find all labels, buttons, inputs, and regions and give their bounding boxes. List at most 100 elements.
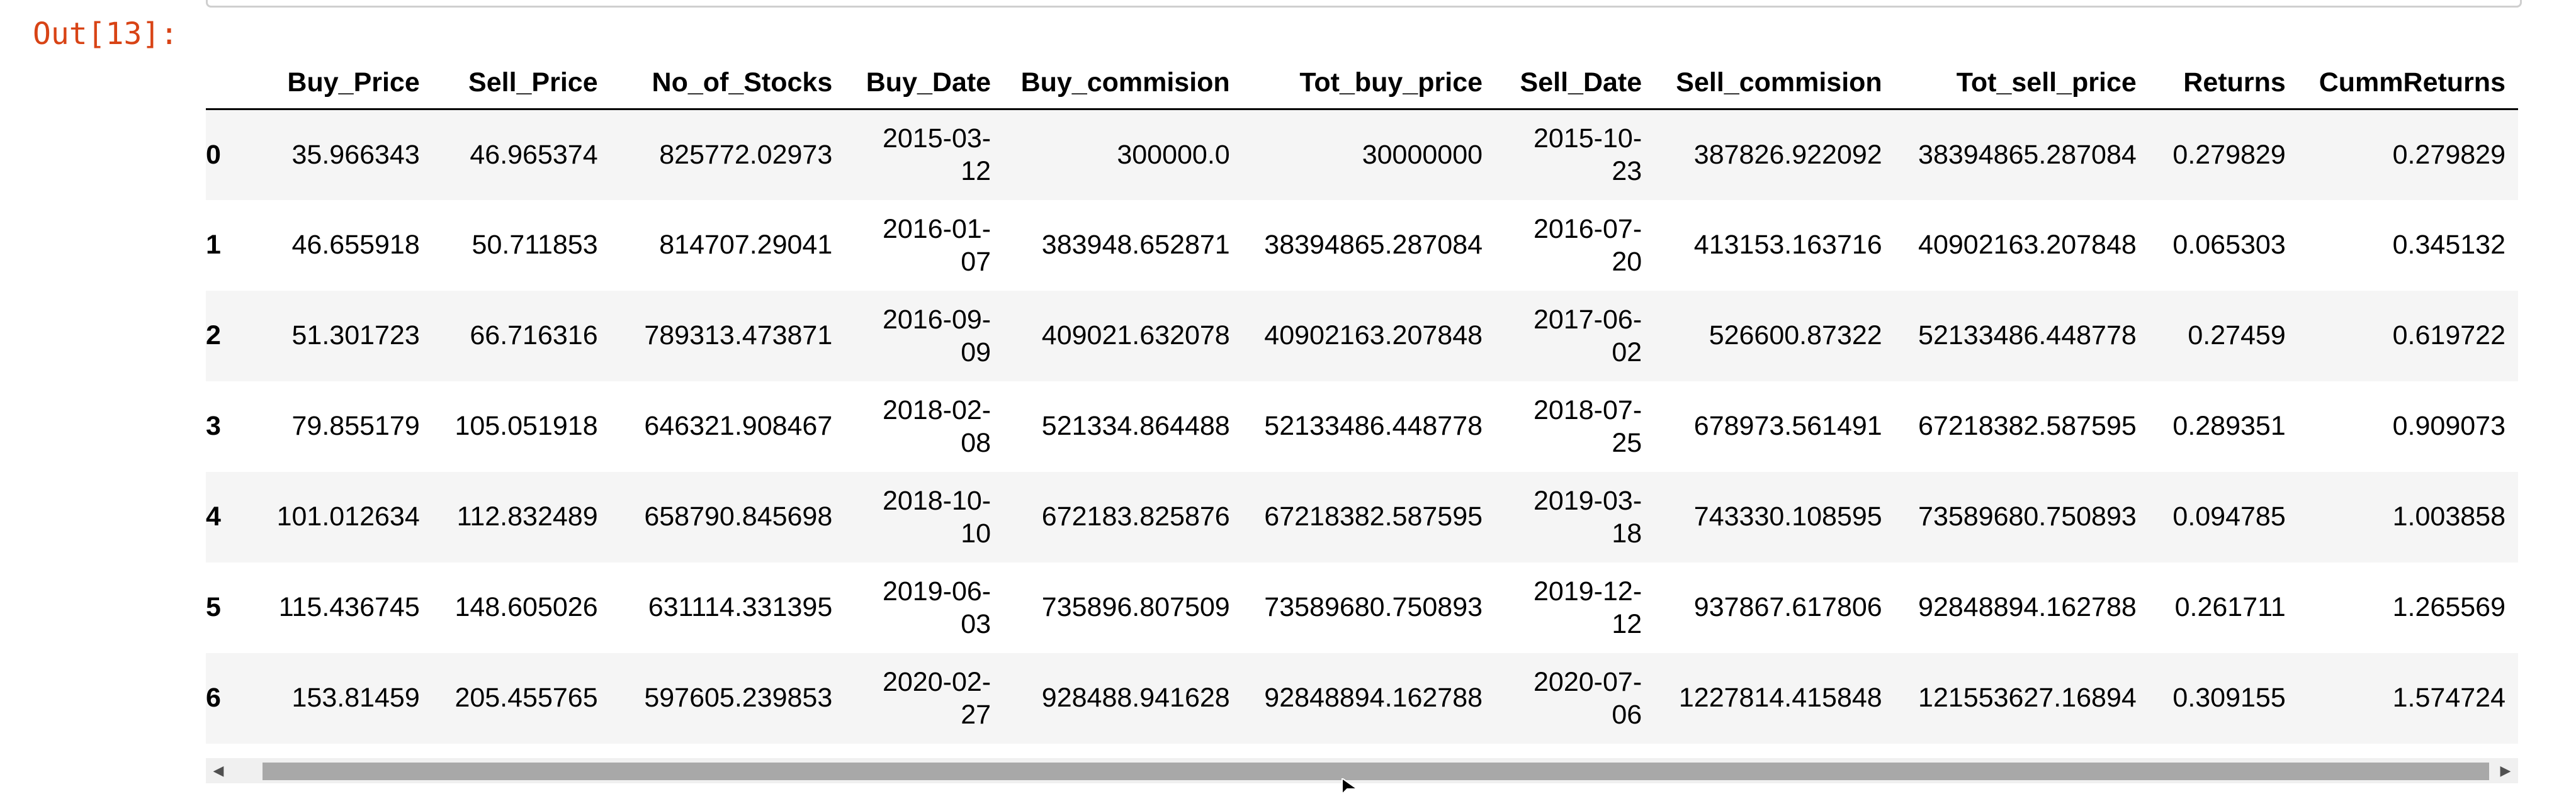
table-cell: 121553627.16894 <box>1918 683 2137 713</box>
table-cell: 92848894.162788 <box>1264 683 1483 713</box>
table-cell: 51.301723 <box>291 320 420 350</box>
table-cell: 631114.331395 <box>648 592 833 622</box>
table-row: 1 46.655918 50.711853 814707.29041 2016-01- 0… <box>206 200 2518 291</box>
table-cell: 92848894.162788 <box>1918 592 2137 622</box>
table-cell: 40902163.207848 <box>1918 230 2137 260</box>
table-cell: 825772.02973 <box>659 139 833 170</box>
table-cell: 672183.825876 <box>1041 501 1230 532</box>
table-cell: 35.966343 <box>291 139 420 170</box>
table-cell: 52133486.448778 <box>1918 320 2137 350</box>
table-body: 0 35.966343 46.965374 825772.02973 2015-03- 1… <box>206 109 2518 744</box>
column-header: CummReturns <box>2298 57 2518 110</box>
table-cell: 743330.108595 <box>1693 501 1882 532</box>
table-header-row: Buy_Price Sell_Price No_of_Stocks Buy_Date B… <box>206 57 2518 110</box>
column-header: Buy_Price <box>233 57 432 110</box>
table-cell: 0.909073 <box>2392 411 2505 441</box>
table-cell: 387826.922092 <box>1693 139 1882 170</box>
column-header: Tot_sell_price <box>1894 57 2149 110</box>
dataframe-output: Buy_Price Sell_Price No_of_Stocks Buy_Date B… <box>206 57 2518 749</box>
table-cell: 937867.617806 <box>1693 592 1882 622</box>
table-cell: 0.094785 <box>2172 501 2286 532</box>
table-cell: 38394865.287084 <box>1264 230 1483 260</box>
table-cell: 413153.163716 <box>1693 230 1882 260</box>
table-cell: 0.261711 <box>2174 592 2286 622</box>
table-row: 6 153.81459 205.455765 597605.239853 2020-02… <box>206 652 2518 744</box>
table-cell: 2015-03- 12 <box>882 123 991 187</box>
horizontal-scrollbar[interactable]: ◀ ▶ <box>206 758 2518 783</box>
row-index: 1 <box>206 230 221 260</box>
row-index: 3 <box>206 411 221 441</box>
table-cell: 2015-10- 23 <box>1534 123 1642 187</box>
table-cell: 205.455765 <box>455 683 598 713</box>
column-header: Sell_Date <box>1495 57 1655 110</box>
table-cell: 1227814.415848 <box>1678 683 1882 713</box>
triangle-left-icon[interactable]: ◀ <box>213 763 224 779</box>
table-cell: 1.265569 <box>2392 592 2505 622</box>
table-cell: 148.605026 <box>455 592 598 622</box>
column-header: Buy_commision <box>1003 57 1243 110</box>
table-cell: 2017-06- 02 <box>1534 304 1642 367</box>
table-cell: 521334.864488 <box>1041 411 1230 441</box>
table-cell: 0.279829 <box>2172 139 2286 170</box>
previous-cell-border <box>206 0 2522 8</box>
column-header: Sell_Price <box>432 57 611 110</box>
table-cell: 79.855179 <box>291 411 420 441</box>
table-cell: 2018-02- 08 <box>882 394 991 458</box>
table-cell: 2016-09- 09 <box>882 304 991 367</box>
table-cell: 2020-02- 27 <box>882 666 991 730</box>
table-cell: 38394865.287084 <box>1918 139 2137 170</box>
table-row: 3 79.855179 105.051918 646321.908467 2018-02… <box>206 381 2518 472</box>
table-cell: 2018-10- 10 <box>882 485 991 549</box>
table-cell: 597605.239853 <box>644 683 833 713</box>
table-cell: 0.27459 <box>2188 320 2286 350</box>
table-cell: 30000000 <box>1362 139 1483 170</box>
table-cell: 1.574724 <box>2392 683 2505 713</box>
table-cell: 67218382.587595 <box>1264 501 1483 532</box>
table-cell: 153.81459 <box>291 683 420 713</box>
table-cell: 2019-03- 18 <box>1534 485 1642 549</box>
column-header: Buy_Date <box>845 57 1004 110</box>
table-cell: 73589680.750893 <box>1264 592 1483 622</box>
table-cell: 789313.473871 <box>644 320 833 350</box>
table-cell: 52133486.448778 <box>1264 411 1483 441</box>
table-row: 5 115.436745 148.605026 631114.331395 2019-0… <box>206 562 2518 653</box>
triangle-right-icon[interactable]: ▶ <box>2500 763 2511 779</box>
column-header: No_of_Stocks <box>610 57 845 110</box>
table-cell: 658790.845698 <box>644 501 833 532</box>
table-cell: 735896.807509 <box>1041 592 1230 622</box>
table-cell: 2018-07- 25 <box>1534 394 1642 458</box>
table-cell: 383948.652871 <box>1041 230 1230 260</box>
dataframe-table: Buy_Price Sell_Price No_of_Stocks Buy_Date B… <box>206 57 2518 744</box>
column-header: Tot_buy_price <box>1242 57 1496 110</box>
table-cell: 46.965374 <box>470 139 598 170</box>
table-cell: 0.345132 <box>2392 230 2505 260</box>
table-cell: 526600.87322 <box>1709 320 1882 350</box>
table-cell: 115.436745 <box>278 592 420 622</box>
table-cell: 1.003858 <box>2392 501 2505 532</box>
row-index: 0 <box>206 139 221 170</box>
table-cell: 646321.908467 <box>644 411 833 441</box>
scrollbar-thumb[interactable] <box>263 763 2489 780</box>
table-row: 2 51.301723 66.716316 789313.473871 2016-09-… <box>206 290 2518 381</box>
table-row: 0 35.966343 46.965374 825772.02973 2015-03- 1… <box>206 109 2518 200</box>
table-cell: 0.619722 <box>2392 320 2505 350</box>
table-cell: 2019-12- 12 <box>1534 576 1642 639</box>
table-cell: 66.716316 <box>470 320 598 350</box>
table-cell: 928488.941628 <box>1041 683 1230 713</box>
row-index: 5 <box>206 592 221 622</box>
row-index: 2 <box>206 320 221 350</box>
column-header: Returns <box>2149 57 2298 110</box>
table-cell: 814707.29041 <box>659 230 833 260</box>
index-header <box>206 57 234 110</box>
table-cell: 101.012634 <box>276 501 420 532</box>
table-cell: 46.655918 <box>291 230 420 260</box>
row-index: 6 <box>206 683 221 713</box>
table-cell: 73589680.750893 <box>1918 501 2137 532</box>
table-cell: 50.711853 <box>472 230 598 260</box>
table-cell: 105.051918 <box>455 411 598 441</box>
table-cell: 0.065303 <box>2172 230 2286 260</box>
column-header: Sell_commision <box>1654 57 1895 110</box>
table-row: 4 101.012634 112.832489 658790.845698 2018-1… <box>206 471 2518 562</box>
table-cell: 112.832489 <box>456 501 598 532</box>
